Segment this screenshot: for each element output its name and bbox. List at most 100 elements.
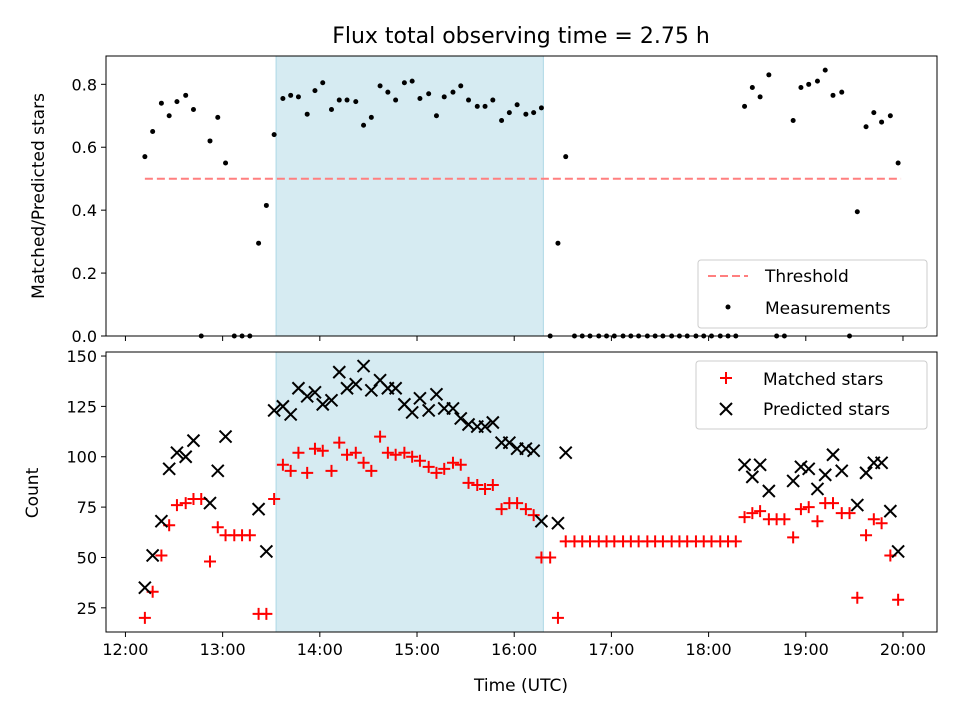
matched-star-point [729, 535, 742, 548]
measurement-point [895, 160, 901, 166]
measurement-point [757, 94, 763, 100]
predicted-star-point [186, 433, 201, 448]
predicted-star-point [308, 385, 322, 399]
count-legend: Matched stars Predicted stars [695, 360, 928, 430]
matched-star-point [365, 464, 378, 477]
x-tick-label: 18:00 [686, 640, 732, 659]
predicted-star-point [478, 419, 492, 434]
matched-star-point [430, 466, 443, 479]
matched-star-point [454, 458, 467, 471]
measurement-point [190, 106, 196, 112]
measurement-point [183, 92, 189, 98]
predicted-star-point [300, 389, 314, 404]
measurement-point [150, 129, 156, 135]
predicted-star-point [162, 462, 176, 476]
matched-star-point [276, 458, 289, 471]
predicted-star-point [138, 580, 152, 595]
measurement-point [506, 110, 512, 116]
predicted-star-point [786, 474, 800, 488]
measurement-point [450, 89, 456, 95]
measurement-point [142, 154, 148, 160]
predicted-star-point [340, 381, 354, 395]
matched-star-point [867, 513, 880, 526]
matched-star-point [349, 446, 362, 459]
matched-star-point [471, 478, 484, 491]
measurement-point [280, 95, 286, 101]
matched-star-point [544, 551, 557, 564]
predicted-star-point [818, 468, 832, 482]
matched-star-point [357, 456, 370, 469]
matched-star-point [511, 497, 524, 510]
matched-star-point [203, 555, 216, 568]
measurement-point [288, 92, 294, 98]
x-tick-label: 17:00 [588, 640, 634, 659]
ratio-y-tick-label: 0.4 [72, 201, 97, 220]
predicted-star-point [534, 514, 549, 528]
predicted-star-point [502, 435, 517, 450]
matched-star-point [406, 450, 419, 463]
matched-star-point [851, 591, 864, 604]
matched-star-point [495, 503, 508, 516]
predicted-star-point [454, 411, 468, 426]
predicted-star-point [486, 415, 500, 430]
legend-threshold-label: Threshold [764, 267, 849, 287]
predicted-star-point [324, 393, 339, 408]
matched-star-point [243, 529, 256, 542]
ratio-legend-box [697, 259, 928, 329]
matched-star-point [381, 446, 394, 459]
matched-star-point [284, 464, 297, 477]
predicted-star-point [178, 450, 193, 464]
measurement-point [426, 91, 432, 97]
ratio-y-tick-label: 0.6 [72, 138, 97, 157]
legend-predicted-swatch [719, 402, 733, 416]
count-y-tick-label: 150 [66, 347, 97, 366]
predicted-star-point [332, 365, 346, 379]
measurement-point [798, 84, 804, 90]
x-axis-label: Time (UTC) [473, 676, 568, 696]
x-tick-label: 19:00 [783, 640, 829, 659]
predicted-star-point [251, 502, 266, 516]
x-tick-label: 12:00 [102, 640, 148, 659]
matched-star-point [374, 430, 387, 443]
measurement-point [441, 94, 447, 100]
count-y-label: Count [23, 467, 43, 518]
predicted-star-point [154, 514, 169, 528]
predicted-star-point [203, 496, 217, 510]
measurement-point [742, 103, 748, 109]
ratio-panel: 0.00.20.40.60.8 Matched/Predicted stars … [29, 55, 938, 346]
matched-star-point [754, 505, 767, 518]
measurement-point [806, 81, 812, 87]
predicted-star-point [267, 403, 281, 418]
measurement-point [271, 132, 277, 138]
predicted-star-point [218, 429, 233, 444]
matched-star-point [413, 454, 426, 467]
measurement-point [312, 88, 318, 94]
matched-star-point [746, 507, 759, 520]
matched-star-point [892, 593, 905, 606]
predicted-star-point [259, 544, 274, 559]
measurement-point [871, 110, 877, 116]
matched-star-point [170, 499, 183, 512]
measurement-point [499, 117, 505, 123]
count-y-tick-label: 50 [77, 548, 97, 567]
measurement-point [328, 106, 334, 112]
measurement-point [417, 95, 423, 101]
x-tick-label: 14:00 [297, 640, 343, 659]
matched-star-point [527, 509, 540, 522]
matched-star-point [794, 503, 807, 516]
count-panel: 25 50 75 100 125 150 12:00 13:00 14:00 15:00 16:0… [23, 347, 938, 696]
predicted-star-point [145, 548, 160, 563]
measurement-point [433, 113, 439, 119]
matched-star-point [268, 493, 281, 506]
measurement-point [839, 89, 845, 95]
x-tick-label: 20:00 [880, 640, 926, 659]
measurement-point [174, 99, 180, 105]
measurement-point [256, 240, 262, 246]
matched-star-point [260, 607, 273, 620]
measurement-point [361, 122, 367, 128]
measurement-point [377, 83, 383, 89]
measurement-point [749, 84, 755, 90]
predicted-star-point [526, 443, 541, 458]
measurement-point [166, 113, 172, 119]
matched-star-point [341, 448, 354, 461]
